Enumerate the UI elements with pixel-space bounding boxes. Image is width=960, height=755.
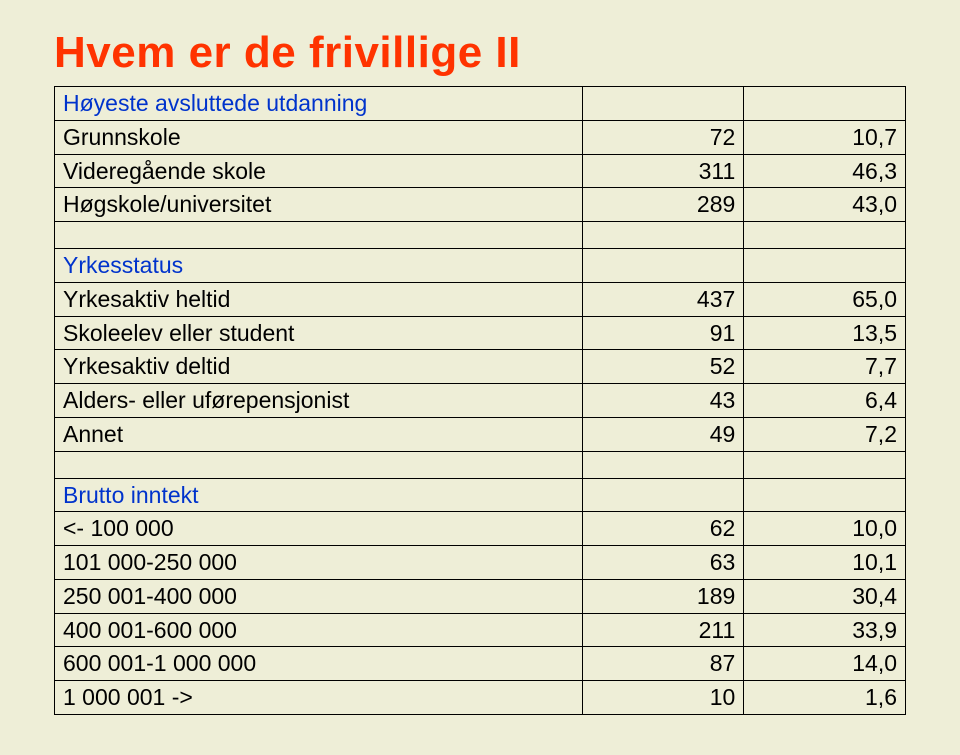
row-pct: 65,0 (744, 282, 906, 316)
row-n: 311 (582, 154, 744, 188)
section-header-row: Yrkesstatus (55, 249, 906, 283)
row-n: 52 (582, 350, 744, 384)
table-row: 600 001-1 000 000 87 14,0 (55, 647, 906, 681)
row-pct: 7,7 (744, 350, 906, 384)
row-label: <- 100 000 (55, 512, 583, 546)
row-pct: 10,1 (744, 546, 906, 580)
section-header: Høyeste avsluttede utdanning (55, 87, 583, 121)
table-row: 400 001-600 000 211 33,9 (55, 613, 906, 647)
slide-container: Hvem er de frivillige II Høyeste avslutt… (0, 0, 960, 755)
row-label: Grunnskole (55, 120, 583, 154)
table-row: Yrkesaktiv deltid 52 7,7 (55, 350, 906, 384)
row-label: Høgskole/universitet (55, 188, 583, 222)
row-n: 189 (582, 579, 744, 613)
empty-cell (744, 451, 906, 478)
row-pct: 1,6 (744, 681, 906, 715)
table-row: Alders- eller uførepensjonist 43 6,4 (55, 384, 906, 418)
row-n: 437 (582, 282, 744, 316)
row-label: 250 001-400 000 (55, 579, 583, 613)
empty-cell (582, 87, 744, 121)
table-row: Annet 49 7,2 (55, 417, 906, 451)
table-row: Yrkesaktiv heltid 437 65,0 (55, 282, 906, 316)
row-pct: 13,5 (744, 316, 906, 350)
row-pct: 6,4 (744, 384, 906, 418)
empty-cell (582, 222, 744, 249)
empty-cell (55, 222, 583, 249)
row-n: 91 (582, 316, 744, 350)
row-label: 400 001-600 000 (55, 613, 583, 647)
row-n: 289 (582, 188, 744, 222)
empty-cell (582, 478, 744, 512)
row-n: 49 (582, 417, 744, 451)
section-header-row: Høyeste avsluttede utdanning (55, 87, 906, 121)
row-pct: 30,4 (744, 579, 906, 613)
row-n: 211 (582, 613, 744, 647)
table-row: Videregående skole 311 46,3 (55, 154, 906, 188)
table-row: Høgskole/universitet 289 43,0 (55, 188, 906, 222)
row-n: 63 (582, 546, 744, 580)
row-label: 101 000-250 000 (55, 546, 583, 580)
row-label: Alders- eller uførepensjonist (55, 384, 583, 418)
row-label: Skoleelev eller student (55, 316, 583, 350)
row-n: 10 (582, 681, 744, 715)
row-pct: 10,0 (744, 512, 906, 546)
row-label: 600 001-1 000 000 (55, 647, 583, 681)
slide-title: Hvem er de frivillige II (54, 28, 906, 78)
row-pct: 33,9 (744, 613, 906, 647)
row-pct: 10,7 (744, 120, 906, 154)
data-table: Høyeste avsluttede utdanning Grunnskole … (54, 86, 906, 715)
table-row: Skoleelev eller student 91 13,5 (55, 316, 906, 350)
row-pct: 46,3 (744, 154, 906, 188)
row-label: Yrkesaktiv heltid (55, 282, 583, 316)
row-n: 43 (582, 384, 744, 418)
spacer-row (55, 451, 906, 478)
table-row: <- 100 000 62 10,0 (55, 512, 906, 546)
empty-cell (582, 249, 744, 283)
table-row: Grunnskole 72 10,7 (55, 120, 906, 154)
row-n: 87 (582, 647, 744, 681)
empty-cell (582, 451, 744, 478)
section-header-row: Brutto inntekt (55, 478, 906, 512)
empty-cell (744, 222, 906, 249)
row-n: 62 (582, 512, 744, 546)
table-row: 101 000-250 000 63 10,1 (55, 546, 906, 580)
row-label: 1 000 001 -> (55, 681, 583, 715)
row-label: Videregående skole (55, 154, 583, 188)
section-header: Yrkesstatus (55, 249, 583, 283)
row-pct: 14,0 (744, 647, 906, 681)
section-header: Brutto inntekt (55, 478, 583, 512)
table-body: Høyeste avsluttede utdanning Grunnskole … (55, 87, 906, 715)
table-row: 250 001-400 000 189 30,4 (55, 579, 906, 613)
empty-cell (744, 249, 906, 283)
row-label: Annet (55, 417, 583, 451)
row-label: Yrkesaktiv deltid (55, 350, 583, 384)
empty-cell (55, 451, 583, 478)
table-row: 1 000 001 -> 10 1,6 (55, 681, 906, 715)
spacer-row (55, 222, 906, 249)
empty-cell (744, 87, 906, 121)
row-pct: 7,2 (744, 417, 906, 451)
empty-cell (744, 478, 906, 512)
row-n: 72 (582, 120, 744, 154)
row-pct: 43,0 (744, 188, 906, 222)
